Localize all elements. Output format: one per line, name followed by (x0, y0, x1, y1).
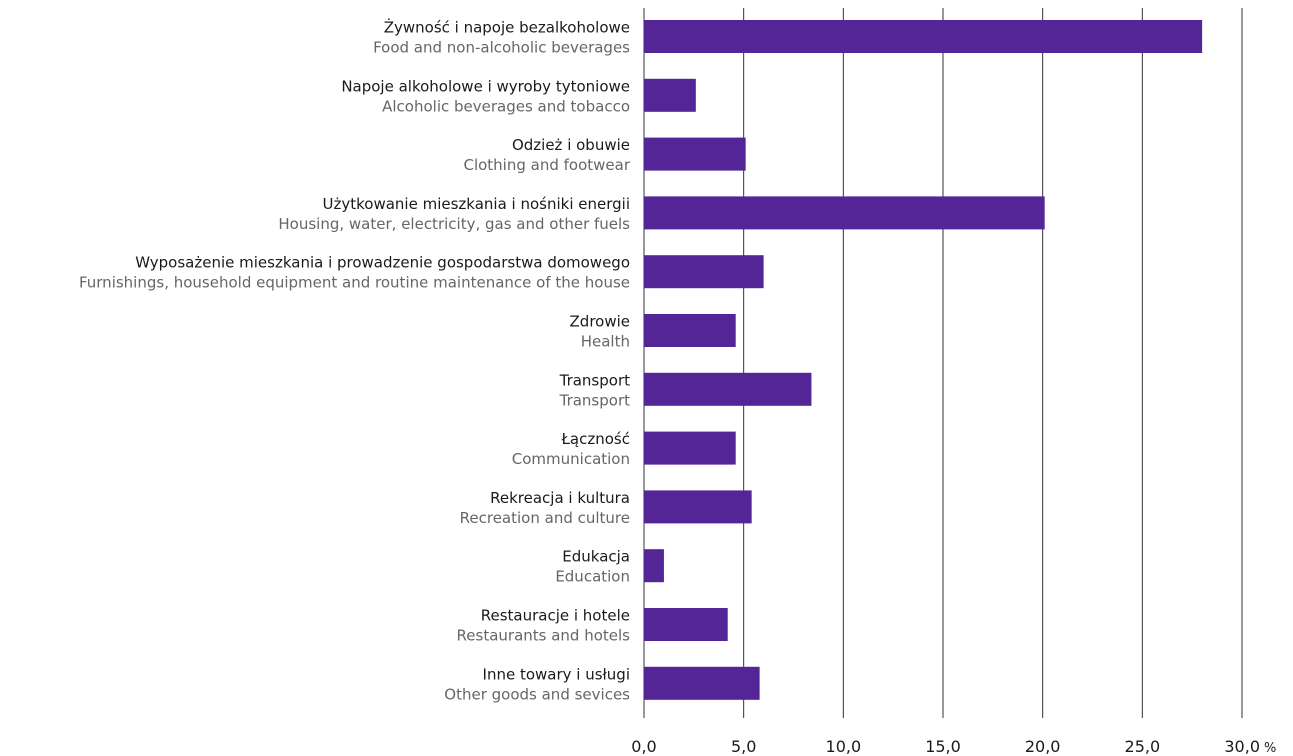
category-label-pl: Napoje alkoholowe i wyroby tytoniowe (341, 77, 630, 95)
bar (644, 255, 764, 289)
bar (644, 490, 752, 524)
bar (644, 78, 696, 112)
bar (644, 666, 760, 700)
x-tick-label: 15,0 (925, 737, 961, 756)
category-label-pl: Użytkowanie mieszkania i nośniki energii (323, 195, 630, 213)
category-label-pl: Rekreacja i kultura (490, 489, 630, 507)
category-label-en: Transport (559, 391, 631, 409)
category-label-pl: Żywność i napoje bezalkoholowe (384, 18, 630, 37)
category-label-en: Restaurants and hotels (457, 627, 631, 645)
bar (644, 137, 746, 171)
x-tick-label: 20,0 (1025, 737, 1061, 756)
bar (644, 549, 664, 583)
category-label-en: Housing, water, electricity, gas and oth… (278, 215, 630, 233)
category-label-pl: Restauracje i hotele (481, 607, 630, 625)
category-label-pl: Edukacja (562, 548, 630, 566)
unit-label: % (1264, 741, 1276, 756)
category-label-pl: Inne towary i usługi (483, 665, 630, 683)
bar (644, 608, 728, 641)
x-tick-label: 10,0 (826, 737, 862, 756)
category-label-en: Clothing and footwear (463, 156, 630, 174)
category-labels: Żywność i napoje bezalkoholowe Food and n… (79, 18, 631, 704)
bar (644, 20, 1203, 53)
category-label-pl: Odzież i obuwie (512, 136, 630, 154)
x-tick-label: 5,0 (731, 737, 756, 756)
category-label-en: Other goods and sevices (444, 685, 630, 703)
category-label-en: Food and non-alcoholic beverages (373, 39, 630, 57)
category-label-en: Furnishings, household equipment and rou… (79, 274, 630, 292)
category-label-en: Education (555, 568, 630, 586)
category-label-en: Health (581, 333, 630, 351)
category-label-pl: Zdrowie (570, 313, 630, 331)
category-label-pl: Transport (559, 371, 631, 389)
x-tick-label: 0,0 (631, 737, 656, 756)
bar (644, 431, 736, 465)
category-label-pl: Wyposażenie mieszkania i prowadzenie gos… (135, 254, 630, 272)
category-label-en: Recreation and culture (460, 509, 630, 527)
bars (644, 20, 1203, 700)
x-tick-label: 30,0 (1224, 737, 1260, 756)
category-label-en: Alcoholic beverages and tobacco (382, 97, 630, 115)
grid-lines (643, 8, 1243, 718)
category-label-pl: Łączność (561, 430, 631, 448)
bar (644, 314, 736, 347)
bar (644, 372, 812, 406)
category-label-en: Communication (512, 450, 630, 468)
bar (644, 196, 1045, 230)
x-axis-ticks: 0,0 5,0 10,0 15,0 20,0 25,0 30,0% (631, 737, 1276, 756)
x-tick-label: 25,0 (1125, 737, 1161, 756)
